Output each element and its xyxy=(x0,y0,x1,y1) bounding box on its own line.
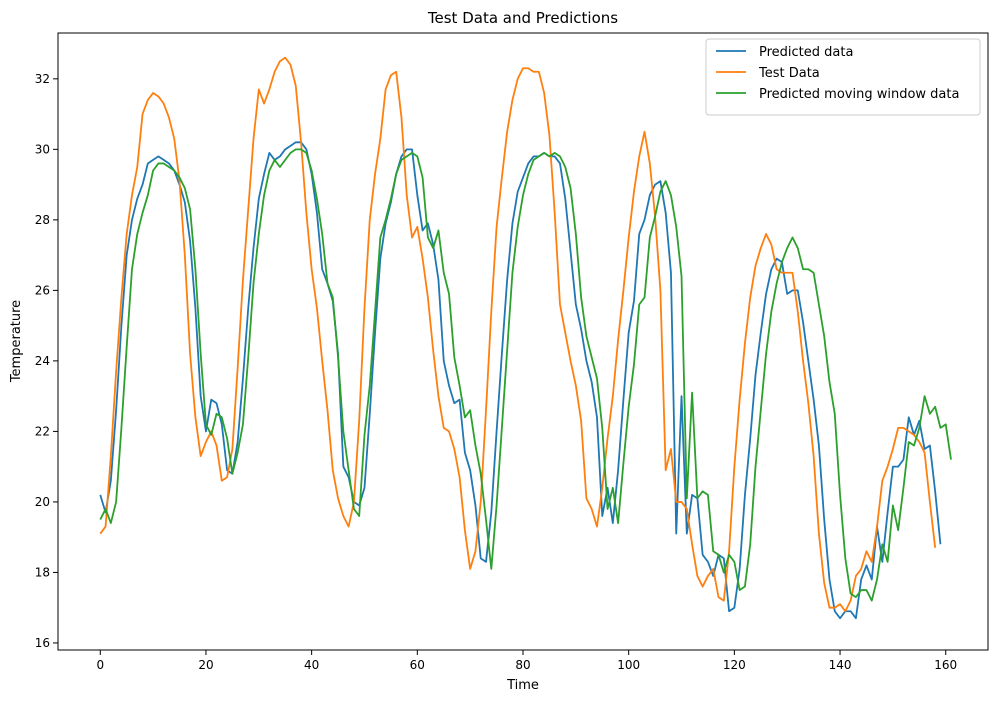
x-tick-label: 60 xyxy=(410,658,425,672)
legend-label-1: Predicted data xyxy=(759,45,853,60)
series-line-2 xyxy=(99,56,937,613)
y-tick-label: 30 xyxy=(35,142,50,156)
y-tick-label: 20 xyxy=(35,495,50,509)
x-tick-label: 100 xyxy=(617,658,640,672)
y-tick-label: 22 xyxy=(35,424,50,438)
y-tick-label: 24 xyxy=(35,354,50,368)
x-tick-label: 0 xyxy=(96,658,104,672)
series-line-1 xyxy=(99,141,942,620)
plot-area xyxy=(99,56,952,620)
y-axis-label: Temperature xyxy=(9,300,24,383)
y-tick-label: 26 xyxy=(35,283,50,297)
y-axis: 16 18 20 22 24 26 28 30 32 xyxy=(35,72,58,650)
x-axis-label: Time xyxy=(506,678,539,693)
x-tick-label: 40 xyxy=(304,658,319,672)
y-tick-label: 32 xyxy=(35,72,50,86)
x-tick-label: 80 xyxy=(515,658,530,672)
chart-title: Test Data and Predictions xyxy=(427,9,618,27)
y-tick-label: 16 xyxy=(35,636,50,650)
legend-box xyxy=(705,38,981,116)
x-tick-label: 160 xyxy=(934,658,957,672)
x-tick-label: 20 xyxy=(198,658,213,672)
x-axis: 0 20 40 60 80 100 120 140 160 xyxy=(96,650,957,672)
x-tick-label: 120 xyxy=(723,658,746,672)
y-tick-label: 18 xyxy=(35,565,50,579)
legend: Predicted data Test Data Predicted moving … xyxy=(705,38,981,116)
y-tick-label: 28 xyxy=(35,213,50,227)
legend-label-3: Predicted moving window data xyxy=(759,87,959,102)
x-tick-label: 140 xyxy=(829,658,852,672)
legend-label-2: Test Data xyxy=(758,66,820,81)
series-line-3 xyxy=(99,148,952,602)
